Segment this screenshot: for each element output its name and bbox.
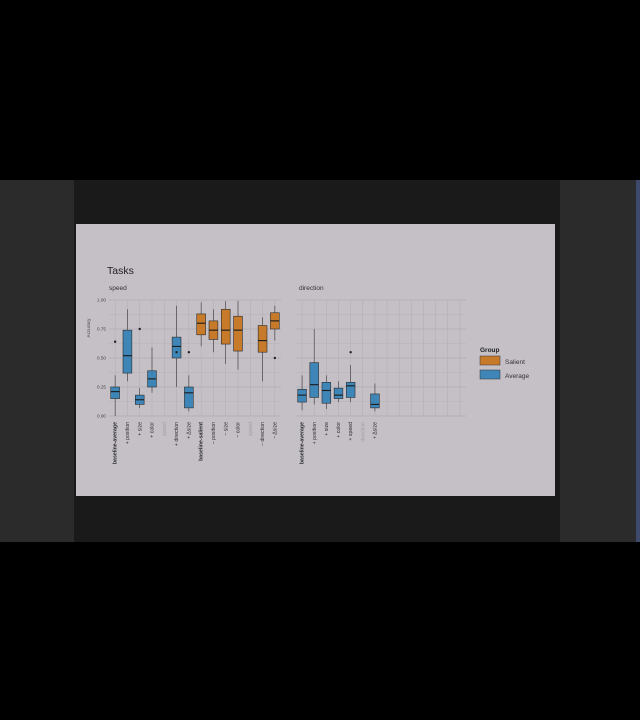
speed-x-tick-label: + Δsize (186, 422, 192, 439)
left-pillar (0, 180, 74, 542)
speed-x-tick-label: − position (211, 422, 217, 444)
speed-x-tick-label: − color (236, 422, 242, 438)
speed-outlier-point (187, 351, 191, 354)
speed-box-average (110, 386, 120, 399)
direction-x-tick-label: + color (336, 422, 342, 438)
direction-x-tick-label: + Δsize (373, 422, 379, 439)
direction-panel-title: direction (299, 285, 324, 292)
right-pillar (560, 180, 640, 542)
direction-x-tick-label: direction (360, 422, 366, 442)
legend: Group Salient Average (479, 347, 529, 380)
speed-outlier-point (138, 327, 141, 331)
y-tick-label: 0.50 (97, 356, 106, 361)
direction-x-tick-label: baseline-average (300, 422, 306, 464)
legend-label-salient: Salient (505, 359, 525, 366)
presentation-slide: Tasks speed 0.00 0.25 0.50 0.75 1.00 Accuracy b… (76, 224, 555, 496)
speed-x-tick-label: − direction (260, 422, 266, 446)
speed-box-salient (257, 325, 268, 353)
legend-swatch-salient (479, 355, 501, 366)
direction-box-average (309, 362, 319, 398)
speed-x-tick-label: speed (248, 422, 254, 436)
legend-label-average: Average (505, 373, 529, 380)
y-axis-label: Accuracy (86, 318, 91, 338)
panel-speed: speed 0.00 0.25 0.50 0.75 1.00 Accuracy baselin… (86, 285, 281, 464)
speed-box-average (184, 386, 194, 409)
boxplot-figure: Tasks speed 0.00 0.25 0.50 0.75 1.00 Accuracy b… (86, 265, 529, 464)
y-tick-label: 0.25 (97, 385, 106, 390)
speed-x-tick-label: speed (162, 422, 168, 436)
panel-direction: direction baseline-average + position + siz… (296, 285, 466, 464)
right-edge-strip (636, 180, 640, 542)
speed-x-tick-label: − size (223, 422, 229, 436)
speed-outlier-point (175, 351, 178, 354)
speed-outlier-point (113, 340, 117, 343)
speed-box-average (122, 329, 133, 374)
speed-box-salient (233, 315, 243, 352)
direction-box-average (345, 382, 356, 398)
speed-x-tick-label: + size (137, 422, 143, 436)
speed-box-average (171, 336, 182, 359)
direction-box-average (297, 389, 307, 403)
slide-title: Tasks (107, 265, 134, 277)
direction-box-average (333, 387, 344, 399)
direction-x-tick-label: + size (324, 422, 330, 436)
speed-x-tick-label: baseline-average (113, 422, 119, 464)
direction-box-average (370, 393, 380, 409)
direction-x-tick-label: + position (312, 422, 318, 444)
direction-outlier-point (349, 351, 352, 354)
speed-box-salient (220, 308, 231, 345)
y-tick-label: 0.75 (97, 327, 106, 332)
speed-box-salient (196, 313, 206, 336)
speed-outlier-point (273, 356, 277, 360)
speed-x-tick-label: + color (150, 422, 156, 438)
legend-title: Group (480, 347, 500, 354)
direction-box-average (321, 382, 332, 404)
speed-panel-title: speed (109, 285, 127, 292)
y-tick-label: 0.00 (97, 414, 106, 419)
speed-x-tick-label: + position (125, 422, 131, 444)
speed-x-tick-label: − Δsize (272, 422, 278, 439)
legend-swatch-average (479, 369, 501, 380)
speed-x-tick-label: + direction (174, 422, 180, 446)
speed-x-tick-label: baseline-salient (199, 422, 205, 461)
y-tick-label: 1.00 (97, 298, 106, 303)
direction-x-tick-label: + speed (348, 422, 354, 441)
